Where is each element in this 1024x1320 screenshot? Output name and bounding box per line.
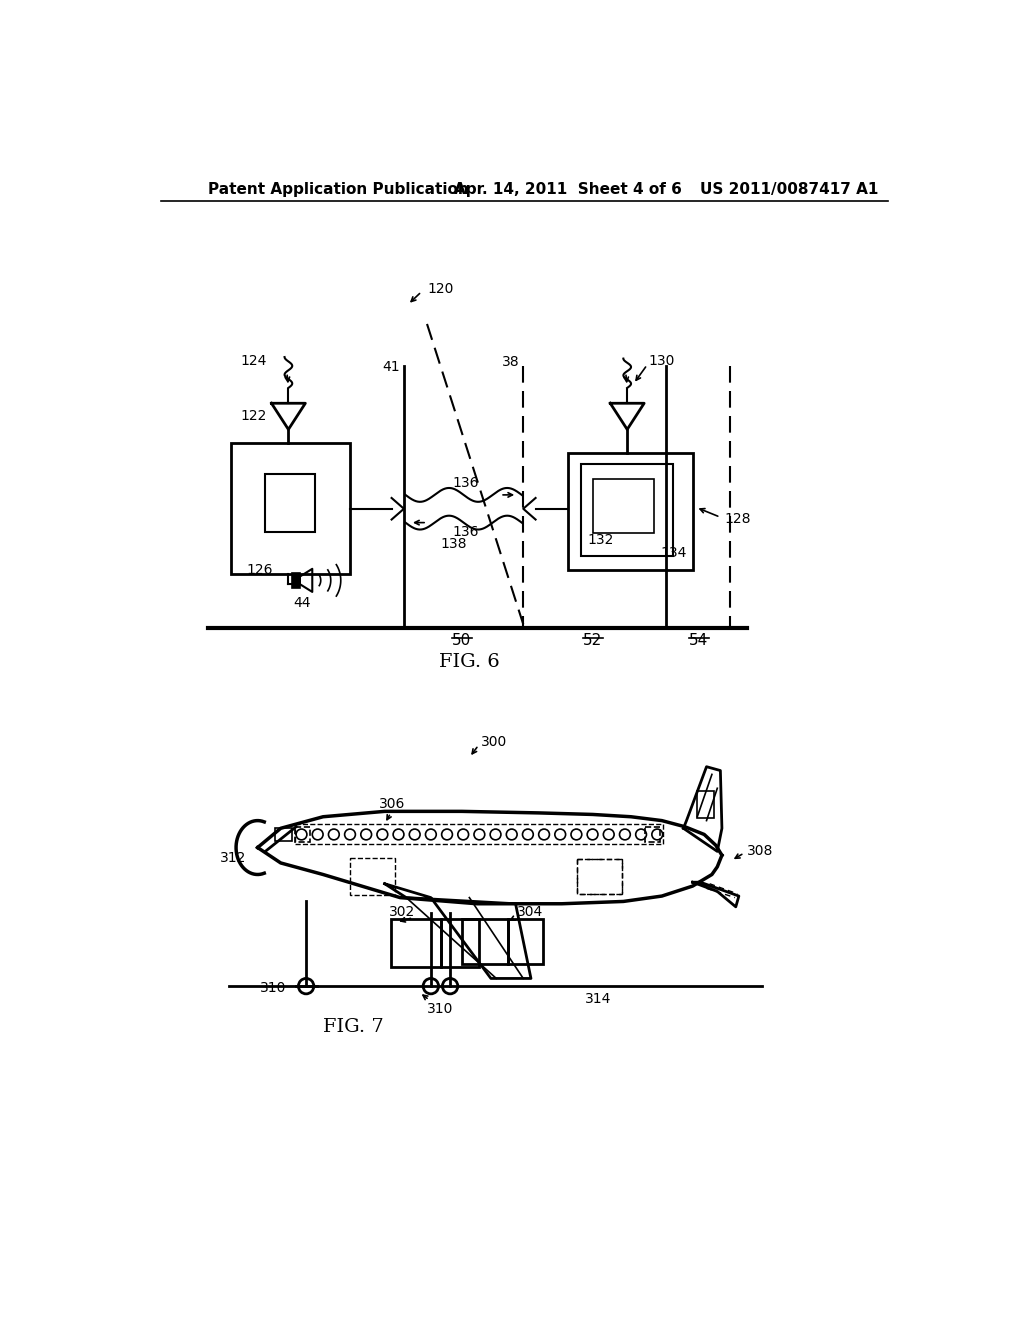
Text: 308: 308 [746, 845, 773, 858]
Text: 122: 122 [241, 409, 267, 424]
Bar [581, 465, 674, 557]
Text: 304: 304 [517, 906, 544, 919]
Bar [645, 826, 660, 842]
Text: FIG. 6: FIG. 6 [439, 653, 500, 671]
Text: 50: 50 [452, 632, 471, 648]
Text: 314: 314 [585, 993, 611, 1006]
Bar [593, 479, 654, 533]
Text: 38: 38 [502, 355, 519, 368]
Text: Patent Application Publication: Patent Application Publication [208, 182, 468, 197]
Text: 52: 52 [583, 632, 602, 648]
Bar [295, 826, 310, 842]
Text: FIG. 7: FIG. 7 [324, 1019, 384, 1036]
Text: 126: 126 [246, 562, 272, 577]
Bar [230, 444, 350, 574]
Bar [568, 453, 693, 570]
Bar [462, 919, 508, 964]
Text: 302: 302 [389, 906, 416, 919]
Text: 124: 124 [241, 354, 267, 368]
Text: 54: 54 [689, 632, 709, 648]
Bar [441, 919, 479, 966]
Bar [295, 824, 663, 843]
Bar [697, 792, 714, 818]
Text: 44: 44 [294, 597, 311, 610]
Text: 306: 306 [379, 797, 406, 812]
Bar [292, 573, 300, 589]
Bar [265, 474, 315, 532]
Bar [350, 858, 394, 895]
Text: 41: 41 [382, 360, 400, 374]
Text: 128: 128 [724, 512, 751, 525]
Text: 134: 134 [660, 546, 687, 560]
Text: 130: 130 [649, 354, 675, 368]
Text: 138: 138 [440, 537, 467, 552]
Text: 120: 120 [427, 282, 454, 296]
Text: 136: 136 [453, 525, 479, 539]
Text: US 2011/0087417 A1: US 2011/0087417 A1 [700, 182, 879, 197]
Text: 310: 310 [260, 981, 286, 995]
Text: 312: 312 [220, 850, 246, 865]
Text: 310: 310 [427, 1002, 454, 1015]
Bar [391, 919, 441, 966]
Text: 132: 132 [587, 533, 613, 548]
Bar [578, 859, 622, 894]
Text: Apr. 14, 2011  Sheet 4 of 6: Apr. 14, 2011 Sheet 4 of 6 [454, 182, 682, 197]
Text: 300: 300 [481, 735, 507, 748]
Bar [578, 859, 622, 894]
Bar [275, 829, 292, 841]
Bar [508, 919, 543, 964]
Text: 136: 136 [453, 475, 479, 490]
